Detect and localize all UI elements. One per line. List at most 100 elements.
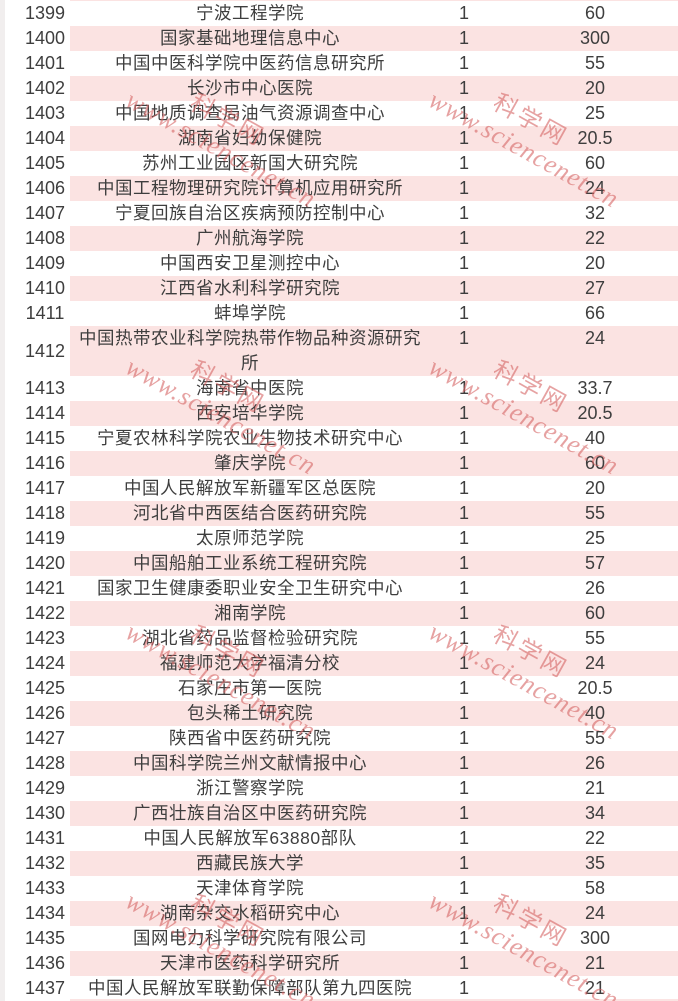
- row-band: 海南省中医院 1 33.7: [70, 376, 678, 401]
- institution-name: 陕西省中医药研究院: [169, 728, 331, 748]
- rank-cell: 1407: [20, 201, 70, 226]
- table-row: 1407 宁夏回族自治区疾病预防控制中心 1 32: [0, 201, 678, 226]
- institution-name: 石家庄市第一医院: [178, 678, 322, 698]
- rank-cell: 1426: [20, 701, 70, 726]
- value-cell: 24: [584, 653, 606, 673]
- table-row: 1430 广西壮族自治区中医药研究院 1 34: [0, 801, 678, 826]
- row-band: 石家庄市第一医院 1 20.5: [70, 676, 678, 701]
- rank-cell: 1400: [20, 26, 70, 51]
- rank-cell: 1415: [20, 426, 70, 451]
- count-cell: 1: [458, 103, 469, 123]
- row-band: 包头稀土研究院 1 40: [70, 701, 678, 726]
- row-band: 中国地质调查局油气资源调查中心 1 25: [70, 101, 678, 126]
- institution-name: 天津市医药科学研究所: [160, 953, 340, 973]
- row-band: 宁夏农林科学院农业生物技术研究中心 1 40: [70, 426, 678, 451]
- row-band: 湘南学院 1 60: [70, 601, 678, 626]
- count-cell: 1: [458, 128, 469, 148]
- count-cell: 1: [458, 803, 469, 823]
- count-cell: 1: [458, 478, 469, 498]
- table-row: 1436 天津市医药科学研究所 1 21: [0, 951, 678, 976]
- institution-name: 福建师范大学福清分校: [160, 653, 340, 673]
- institution-name: 中国工程物理研究院计算机应用研究所: [97, 178, 403, 198]
- table-row: 1429 浙江警察学院 1 21: [0, 776, 678, 801]
- value-cell: 58: [584, 878, 606, 898]
- count-cell: 1: [458, 3, 469, 23]
- value-cell: 24: [584, 328, 606, 348]
- count-cell: 1: [458, 303, 469, 323]
- count-cell: 1: [458, 178, 469, 198]
- institution-name: 中国西安卫星测控中心: [160, 253, 340, 273]
- value-cell: 40: [584, 428, 606, 448]
- rank-cell: 1403: [20, 101, 70, 126]
- row-band: 中国中医科学院中医药信息研究所 1 55: [70, 51, 678, 76]
- rank-cell: 1409: [20, 251, 70, 276]
- table-row: 1419 太原师范学院 1 25: [0, 526, 678, 551]
- count-cell: 1: [458, 653, 469, 673]
- value-cell: 35: [584, 853, 606, 873]
- value-cell: 20: [584, 253, 606, 273]
- rank-cell: 1406: [20, 176, 70, 201]
- rank-cell: 1412: [20, 338, 70, 364]
- table-row: 1423 湖北省药品监督检验研究院 1 55: [0, 626, 678, 651]
- table-row: 1432 西藏民族大学 1 35: [0, 851, 678, 876]
- page-left-edge: [0, 0, 5, 1001]
- institution-name: 河北省中西医结合医药研究院: [133, 503, 367, 523]
- rank-cell: 1419: [20, 526, 70, 551]
- value-cell: 26: [584, 578, 606, 598]
- table-row: 1406 中国工程物理研究院计算机应用研究所 1 24: [0, 176, 678, 201]
- table-row: 1433 天津体育学院 1 58: [0, 876, 678, 901]
- institution-name: 西安培华学院: [196, 403, 304, 423]
- table-row: 1405 苏州工业园区新国大研究院 1 60: [0, 151, 678, 176]
- count-cell: 1: [458, 853, 469, 873]
- value-cell: 20: [584, 478, 606, 498]
- row-band: 蚌埠学院 1 66: [70, 301, 678, 326]
- count-cell: 1: [458, 778, 469, 798]
- count-cell: 1: [458, 403, 469, 423]
- value-cell: 40: [584, 703, 606, 723]
- rank-cell: 1424: [20, 651, 70, 676]
- table-row: 1409 中国西安卫星测控中心 1 20: [0, 251, 678, 276]
- row-band: 中国西安卫星测控中心 1 20: [70, 251, 678, 276]
- count-cell: 1: [458, 928, 469, 948]
- rank-cell: 1411: [20, 301, 70, 326]
- value-cell: 20.5: [577, 678, 613, 698]
- table-row: 1413 海南省中医院 1 33.7: [0, 376, 678, 401]
- table-row: 1427 陕西省中医药研究院 1 55: [0, 726, 678, 751]
- row-band: 中国工程物理研究院计算机应用研究所 1 24: [70, 176, 678, 201]
- value-cell: 55: [584, 728, 606, 748]
- rank-cell: 1428: [20, 751, 70, 776]
- rank-cell: 1429: [20, 776, 70, 801]
- table-row: 1399 宁波工程学院 1 60: [0, 1, 678, 26]
- table-row: 1418 河北省中西医结合医药研究院 1 55: [0, 501, 678, 526]
- value-cell: 55: [584, 503, 606, 523]
- row-band: 国网电力科学研究院有限公司 1 300: [70, 926, 678, 951]
- row-band: 中国人民解放军新疆军区总医院 1 20: [70, 476, 678, 501]
- count-cell: 1: [458, 878, 469, 898]
- value-cell: 22: [584, 228, 606, 248]
- rank-cell: 1430: [20, 801, 70, 826]
- count-cell: 1: [458, 278, 469, 298]
- value-cell: 20.5: [577, 403, 613, 423]
- institution-name: 中国科学院兰州文献情报中心: [133, 753, 367, 773]
- table-row: 1434 湖南杂交水稻研究中心 1 24: [0, 901, 678, 926]
- value-cell: 60: [584, 603, 606, 623]
- value-cell: 20: [584, 78, 606, 98]
- institution-name: 湖南杂交水稻研究中心: [160, 903, 340, 923]
- row-band: 国家基础地理信息中心 1 300: [70, 26, 678, 51]
- row-band: 中国船舶工业系统工程研究院 1 57: [70, 551, 678, 576]
- rank-cell: 1437: [20, 976, 70, 1001]
- rank-cell: 1417: [20, 476, 70, 501]
- next-row-sliver: [70, 999, 678, 1001]
- table-row: 1410 江西省水利科学研究院 1 27: [0, 276, 678, 301]
- rank-cell: 1436: [20, 951, 70, 976]
- row-band: 天津市医药科学研究所 1 21: [70, 951, 678, 976]
- rank-cell: 1427: [20, 726, 70, 751]
- previous-row-sliver: [70, 0, 678, 1]
- count-cell: 1: [458, 753, 469, 773]
- institution-name: 国网电力科学研究院有限公司: [133, 928, 367, 948]
- institution-name: 中国船舶工业系统工程研究院: [133, 553, 367, 573]
- institution-name: 中国人民解放军63880部队: [143, 828, 357, 848]
- table-row: 1420 中国船舶工业系统工程研究院 1 57: [0, 551, 678, 576]
